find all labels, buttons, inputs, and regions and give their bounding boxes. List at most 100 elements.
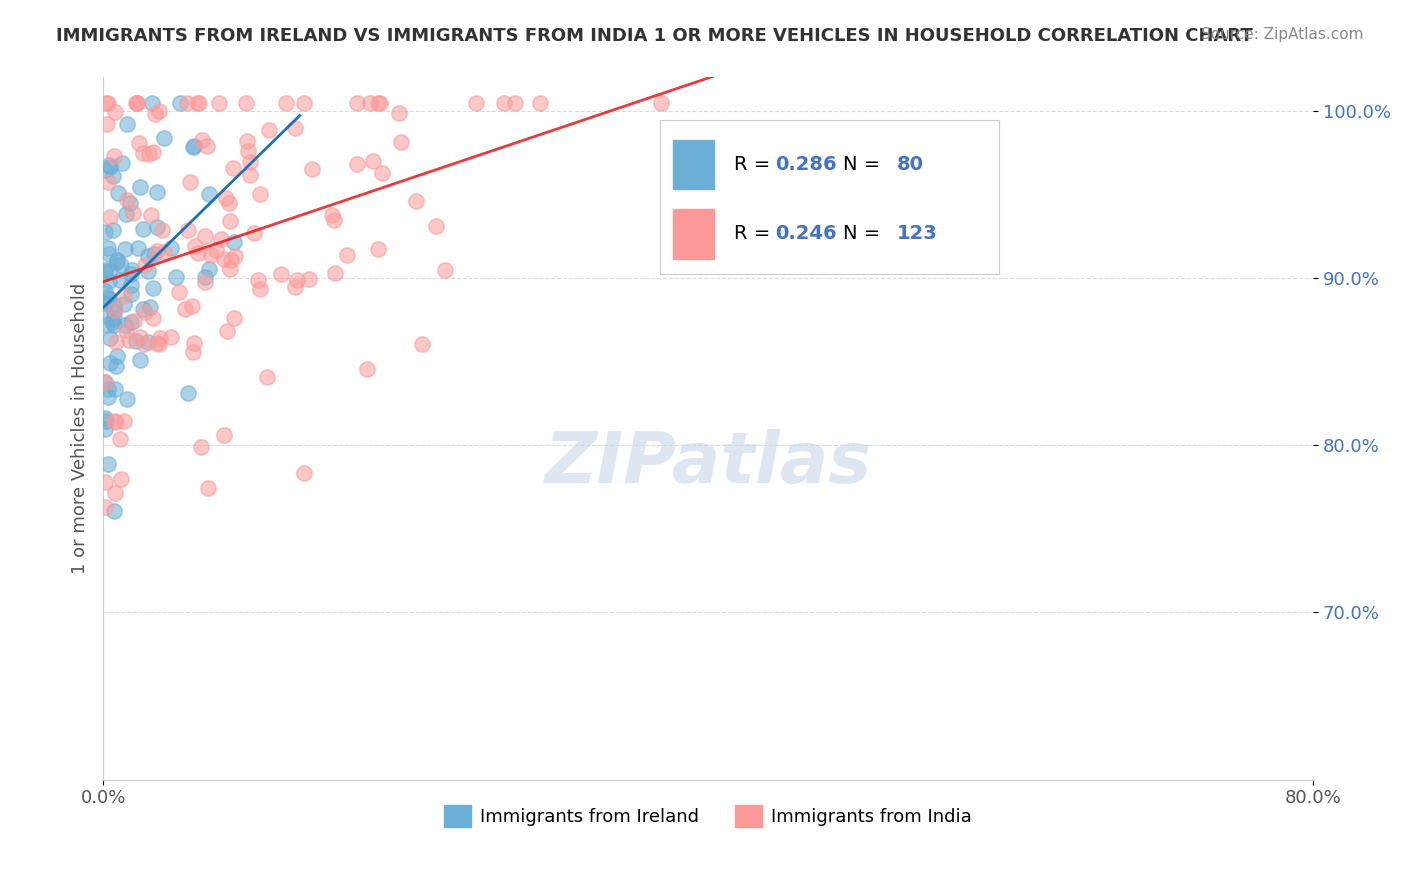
Point: [367, 242, 389, 256]
Point: [104, 486, 127, 500]
Point: [118, 334, 141, 348]
Point: [125, 95, 148, 110]
Point: [103, 318, 125, 332]
Point: [108, 432, 131, 446]
Point: [219, 214, 242, 228]
Point: [200, 248, 222, 262]
Point: [103, 304, 125, 318]
Point: [93, 411, 115, 425]
Point: [93, 422, 115, 436]
Point: [129, 330, 152, 344]
Point: [198, 186, 221, 201]
Point: [115, 392, 138, 406]
Point: [115, 193, 138, 207]
Point: [110, 472, 132, 486]
Point: [389, 135, 412, 149]
Point: [256, 369, 278, 384]
Point: [98, 263, 121, 277]
Point: [249, 186, 271, 201]
Point: [292, 95, 315, 110]
Point: [114, 242, 136, 256]
Point: [139, 208, 162, 222]
Point: [125, 95, 148, 110]
Y-axis label: 1 or more Vehicles in Household: 1 or more Vehicles in Household: [72, 283, 89, 574]
Point: [97, 383, 120, 397]
Point: [284, 120, 307, 135]
Point: [136, 263, 159, 277]
Point: [371, 166, 394, 180]
Point: [105, 349, 128, 363]
Point: [247, 273, 270, 287]
Point: [107, 186, 129, 201]
Point: [132, 146, 155, 161]
Point: [104, 302, 127, 317]
Point: [104, 104, 127, 119]
Point: [222, 161, 245, 176]
Point: [214, 427, 236, 442]
Point: [183, 138, 205, 153]
Point: [209, 232, 232, 246]
Point: [180, 299, 202, 313]
Point: [121, 263, 143, 277]
Point: [433, 263, 456, 277]
Point: [186, 95, 208, 110]
Point: [101, 223, 124, 237]
Point: [136, 334, 159, 349]
Point: [142, 145, 165, 159]
Point: [110, 273, 132, 287]
Point: [239, 168, 262, 182]
Point: [93, 265, 115, 279]
Point: [98, 210, 121, 224]
Point: [205, 244, 228, 258]
Point: [219, 261, 242, 276]
Point: [301, 161, 323, 176]
Point: [101, 315, 124, 329]
Point: [125, 95, 148, 110]
Point: [103, 504, 125, 518]
Point: [270, 267, 292, 281]
Point: [105, 415, 128, 429]
Point: [322, 213, 344, 227]
Point: [224, 235, 246, 249]
Point: [218, 195, 240, 210]
Point: [236, 134, 259, 148]
Point: [97, 241, 120, 255]
Point: [93, 295, 115, 310]
Point: [503, 95, 526, 110]
Point: [146, 244, 169, 258]
Point: [159, 329, 181, 343]
Point: [146, 336, 169, 351]
Point: [249, 282, 271, 296]
Point: [194, 228, 217, 243]
Point: [98, 356, 121, 370]
Point: [132, 337, 155, 351]
Point: [284, 280, 307, 294]
Point: [94, 285, 117, 299]
Point: [464, 95, 486, 110]
Point: [190, 133, 212, 147]
Point: [94, 375, 117, 389]
Point: [97, 246, 120, 260]
Point: [323, 266, 346, 280]
Point: [224, 249, 246, 263]
Point: [190, 440, 212, 454]
Point: [94, 308, 117, 322]
Point: [96, 95, 118, 110]
Point: [197, 481, 219, 495]
Point: [114, 318, 136, 333]
Point: [239, 155, 262, 169]
Point: [110, 258, 132, 272]
Point: [96, 318, 118, 332]
Point: [187, 245, 209, 260]
Point: [120, 267, 142, 281]
Point: [98, 158, 121, 172]
Point: [243, 226, 266, 240]
Point: [359, 95, 381, 110]
Point: [141, 95, 163, 110]
Point: [131, 222, 153, 236]
Point: [146, 220, 169, 235]
Point: [93, 376, 115, 390]
Point: [650, 95, 672, 110]
Point: [120, 195, 142, 210]
Point: [127, 241, 149, 255]
